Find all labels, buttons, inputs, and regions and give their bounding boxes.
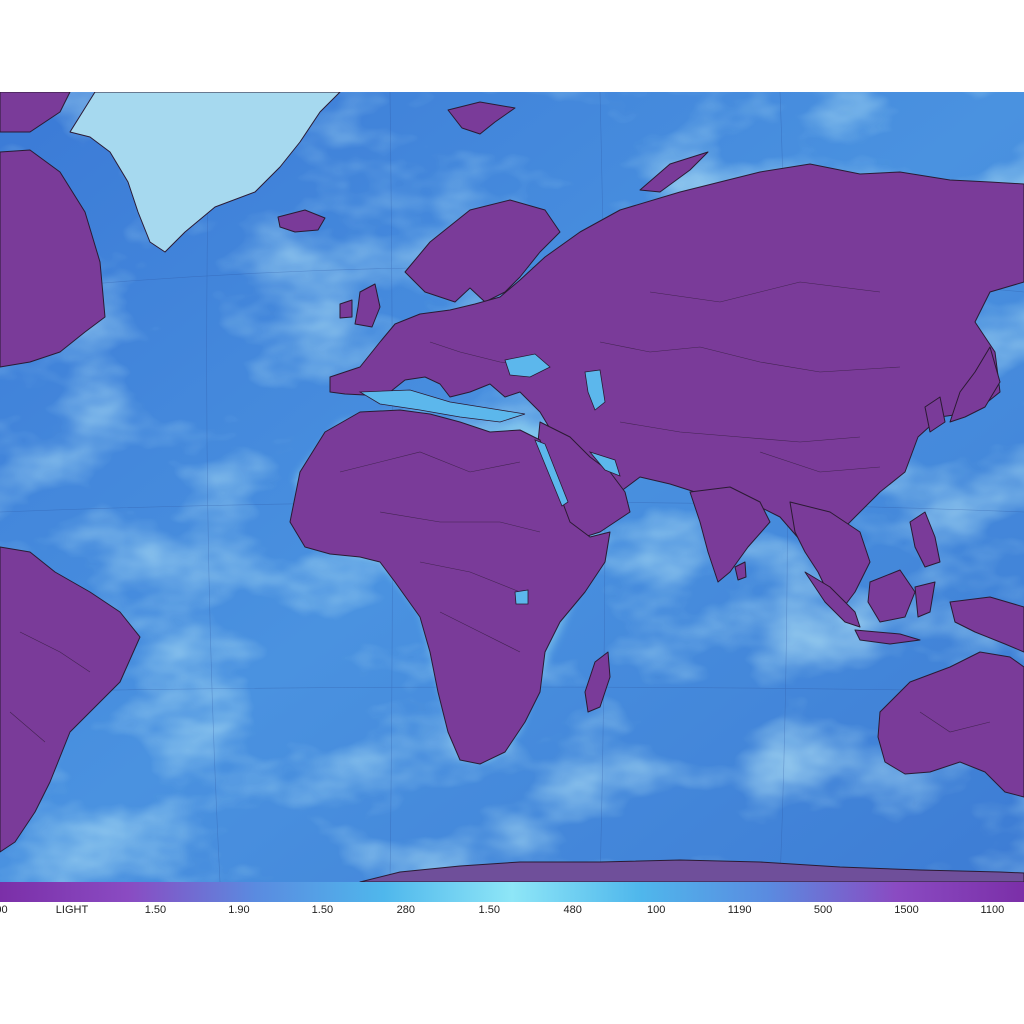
australia xyxy=(877,651,1024,798)
land xyxy=(0,92,1024,882)
java xyxy=(854,629,921,645)
caspian-sea xyxy=(584,369,606,411)
scale-tick-label: 500 xyxy=(813,904,833,916)
color-scale-ticks: 00 LIGHT 1.50 1.90 1.50 280 1.50 480 100 1190 500 1… xyxy=(0,904,1024,924)
color-scale-bar xyxy=(0,882,1024,902)
madagascar xyxy=(584,651,611,713)
scale-tick-label: LIGHT xyxy=(55,904,89,916)
iceland xyxy=(277,209,326,233)
svalbard xyxy=(447,101,516,135)
sulawesi xyxy=(914,581,936,618)
scale-tick-label: 480 xyxy=(563,904,582,916)
scale-tick-label: 00 xyxy=(0,904,8,916)
sri-lanka xyxy=(734,561,747,581)
scale-tick-label: 1190 xyxy=(727,904,752,916)
philippines xyxy=(909,511,941,568)
north-america xyxy=(0,92,71,133)
lake-victoria xyxy=(514,589,529,605)
eurasia xyxy=(329,163,1024,573)
scale-tick-label: 1.50 xyxy=(478,904,500,916)
ireland xyxy=(339,299,353,319)
africa xyxy=(289,409,611,765)
india xyxy=(689,486,771,583)
south-america xyxy=(0,546,141,853)
antarctica xyxy=(359,859,1024,882)
borneo xyxy=(867,569,916,623)
great-britain xyxy=(354,283,381,328)
japan xyxy=(949,346,1001,423)
country-borders xyxy=(9,281,991,743)
scale-tick-label: 1500 xyxy=(894,904,919,916)
scandinavia xyxy=(404,199,561,303)
greenland xyxy=(69,92,341,253)
world-map[interactable] xyxy=(0,92,1024,882)
scale-tick-label: 280 xyxy=(396,904,415,916)
labrador xyxy=(0,149,106,368)
novaya-zemlya xyxy=(639,151,709,193)
sumatra xyxy=(804,571,861,628)
scale-tick-label: 1.50 xyxy=(311,904,334,916)
red-sea xyxy=(534,439,569,507)
persian-gulf xyxy=(588,451,621,477)
new-guinea xyxy=(949,596,1024,653)
scale-tick-label: 100 xyxy=(646,904,666,916)
inland-water xyxy=(358,353,621,605)
scale-tick-label: 1.90 xyxy=(228,904,250,916)
korea xyxy=(924,396,946,433)
scale-tick-label: 1100 xyxy=(980,904,1005,916)
scale-tick-label: 1.50 xyxy=(144,904,167,916)
black-sea xyxy=(504,353,551,378)
mediterranean xyxy=(358,389,526,423)
